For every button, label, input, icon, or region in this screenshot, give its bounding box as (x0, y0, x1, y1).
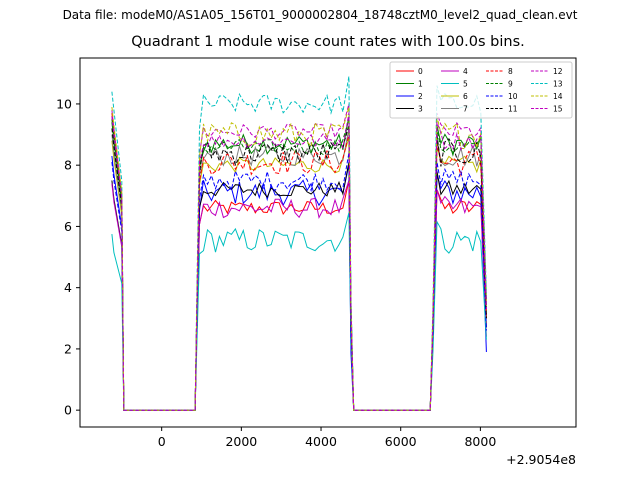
x-tick-label-6000: 6000 (385, 434, 417, 449)
y-tick-label-8: 8 (64, 158, 72, 173)
legend-label-8: 8 (508, 67, 513, 76)
y-tick-label-2: 2 (64, 341, 72, 356)
legend-label-10: 10 (508, 92, 518, 101)
axis-layer: 0 2000 4000 6000 8000 0 2 4 6 8 10 (56, 96, 496, 449)
series-line-13 (111, 76, 487, 411)
x-tick-label-8000: 8000 (464, 434, 496, 449)
legend-label-0: 0 (418, 67, 423, 76)
legend-label-6: 6 (463, 92, 468, 101)
series-layer (111, 76, 487, 411)
legend-label-3: 3 (418, 105, 423, 114)
y-tick-label-0: 0 (64, 403, 72, 418)
legend-label-7: 7 (463, 105, 468, 114)
legend-label-11: 11 (508, 105, 518, 114)
legend-label-4: 4 (463, 67, 468, 76)
data-file-suptitle: Data file: modeM0/AS1A05_156T01_90000028… (62, 8, 578, 22)
chart-title: Quadrant 1 module wise count rates with … (131, 34, 525, 50)
x-tick-label-4000: 4000 (305, 434, 337, 449)
legend-label-13: 13 (553, 80, 563, 89)
y-tick-label-6: 6 (64, 219, 72, 234)
y-tick-label-10: 10 (56, 96, 72, 111)
series-line-15 (111, 113, 487, 411)
plot-frame (79, 57, 577, 428)
legend-label-14: 14 (553, 92, 563, 101)
x-offset-label: +2.9054e8 (506, 452, 576, 467)
x-tick-label-0: 0 (158, 434, 166, 449)
legend-box (389, 61, 573, 119)
y-tick-label-4: 4 (64, 280, 72, 295)
legend-label-12: 12 (553, 67, 563, 76)
legend-label-5: 5 (463, 80, 468, 89)
legend-label-2: 2 (418, 92, 423, 101)
plot-area (80, 58, 576, 427)
legend-label-15: 15 (553, 105, 563, 114)
legend-label-9: 9 (508, 80, 513, 89)
x-tick-label-2000: 2000 (225, 434, 257, 449)
legend-label-1: 1 (418, 80, 423, 89)
